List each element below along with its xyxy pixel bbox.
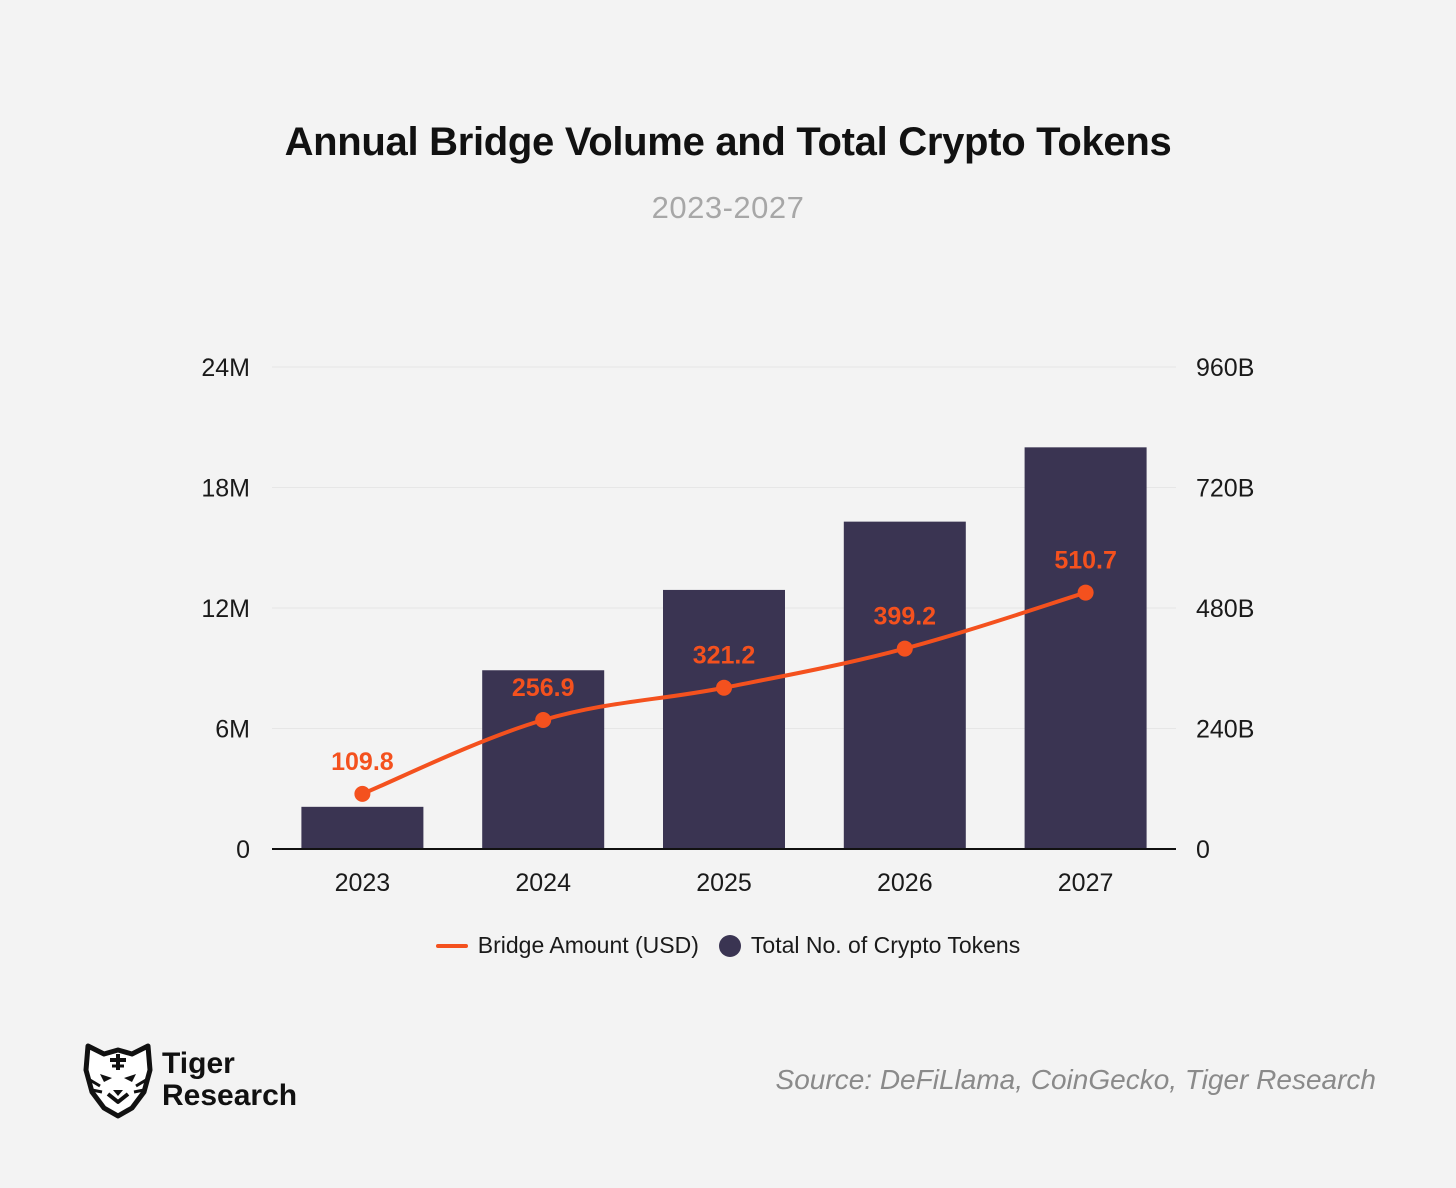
- y-right-tick-label: 960B: [1196, 354, 1254, 382]
- bar: [663, 589, 785, 849]
- line-point: [1077, 584, 1094, 601]
- data-label: 399.2: [874, 603, 937, 631]
- legend-line-swatch: [435, 943, 468, 948]
- legend-item-bridge-amount: Bridge Amount (USD): [435, 932, 699, 959]
- x-tick-label: 2024: [515, 869, 571, 897]
- y-right-tick-label: 0: [1196, 836, 1210, 864]
- x-tick-label: 2027: [1058, 869, 1114, 897]
- x-tick-label: 2026: [877, 869, 933, 897]
- y-right-tick-label: 720B: [1196, 475, 1254, 503]
- line-point: [896, 640, 913, 657]
- legend-dot-swatch: [718, 934, 741, 957]
- tiger-research-logo: Tiger Research: [80, 1040, 297, 1120]
- bar: [843, 521, 966, 849]
- bar: [1024, 447, 1147, 849]
- line-point: [354, 785, 371, 802]
- logo-text-line2: Research: [162, 1079, 298, 1112]
- legend-item-total-tokens: Total No. of Crypto Tokens: [718, 932, 1021, 959]
- x-tick-label: 2025: [696, 869, 752, 897]
- bar: [482, 670, 605, 849]
- x-tick-label: 2023: [335, 869, 391, 897]
- chart-subtitle: 2023-2027: [651, 190, 805, 225]
- line-point: [535, 712, 552, 729]
- legend: Bridge Amount (USD) Total No. of Crypto …: [0, 932, 1456, 959]
- y-left-tick-label: 24M: [201, 354, 250, 382]
- legend-label-total-tokens: Total No. of Crypto Tokens: [750, 932, 1021, 958]
- logo-text: Tiger Research: [162, 1048, 297, 1112]
- logo-text-line1: Tiger: [162, 1047, 235, 1080]
- line-point: [716, 679, 732, 696]
- tiger-head-icon: [83, 1043, 153, 1119]
- y-left-tick-label: 6M: [215, 716, 250, 744]
- y-right-tick-label: 240B: [1196, 716, 1254, 744]
- data-label: 109.8: [331, 748, 394, 776]
- y-right-tick-label: 480B: [1196, 595, 1254, 623]
- chart-title: Annual Bridge Volume and Total Crypto To…: [284, 120, 1172, 164]
- source-note: Source: DeFiLlama, CoinGecko, Tiger Rese…: [775, 1064, 1376, 1095]
- y-left-tick-label: 18M: [201, 475, 250, 503]
- data-label: 256.9: [512, 674, 575, 702]
- y-left-tick-label: 12M: [201, 595, 250, 623]
- bar: [301, 806, 424, 849]
- data-label: 321.2: [693, 642, 756, 670]
- legend-label-bridge-amount: Bridge Amount (USD): [477, 932, 699, 958]
- y-left-tick-label: 0: [236, 836, 250, 864]
- data-label: 510.7: [1054, 547, 1117, 575]
